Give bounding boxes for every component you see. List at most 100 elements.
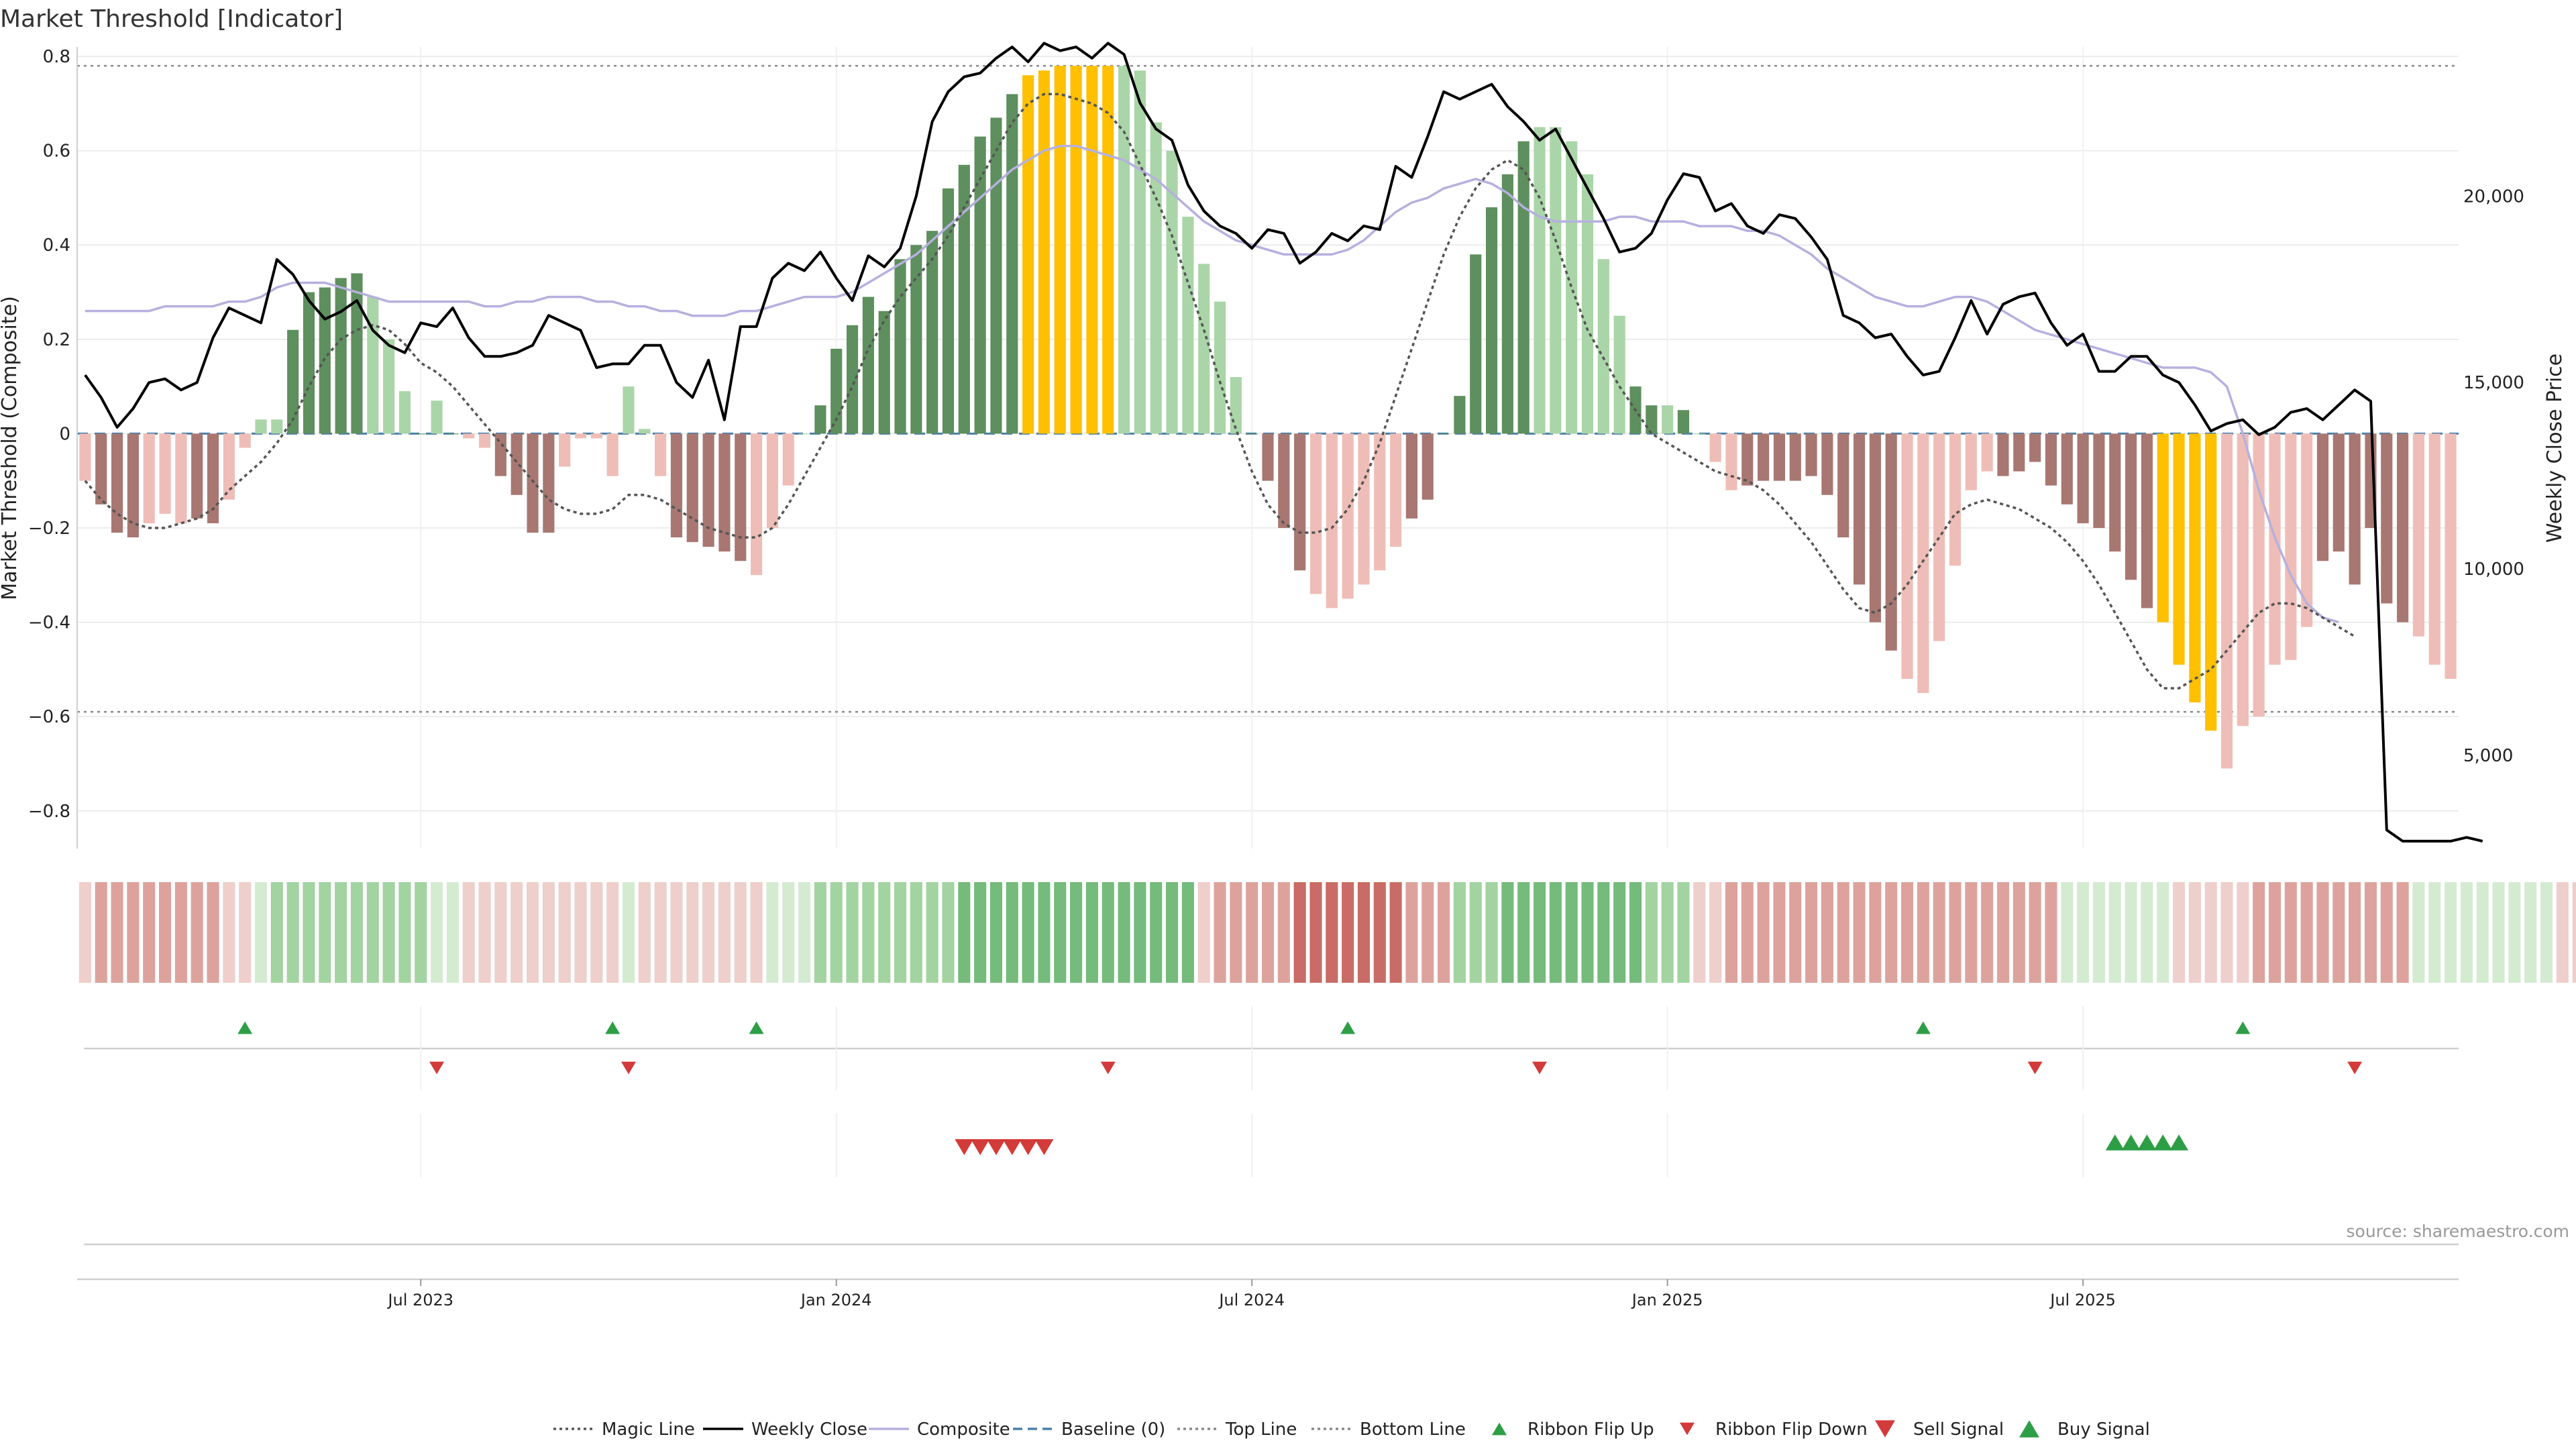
- legend-label: Top Line: [1225, 1419, 1297, 1440]
- composite-bar: [1789, 433, 1801, 481]
- composite-bar: [1246, 433, 1258, 435]
- ribbon-cell: [558, 882, 571, 983]
- ribbon-cell: [223, 882, 235, 983]
- composite-bar: [351, 273, 363, 434]
- legend-symbol: [1680, 1422, 1695, 1436]
- composite-bar: [2077, 433, 2089, 523]
- ribbon-cell: [2412, 882, 2425, 983]
- composite-bar: [1006, 94, 1018, 434]
- y-tick-label: 0.6: [43, 142, 70, 162]
- composite-bar: [1086, 66, 1098, 434]
- ribbon-cell: [654, 882, 667, 983]
- composite-bar: [1949, 433, 1962, 566]
- composite-bar: [1981, 433, 1993, 472]
- composite-bar: [1070, 66, 1082, 434]
- legend-label: Baseline (0): [1061, 1419, 1165, 1440]
- composite-bar: [2157, 433, 2169, 623]
- composite-bar: [1342, 433, 1354, 599]
- composite-bar: [702, 433, 714, 547]
- legend-label: Buy Signal: [2057, 1419, 2150, 1440]
- ribbon-cell: [303, 882, 315, 983]
- ribbon-cell: [1214, 882, 1226, 983]
- composite-bar: [1646, 405, 1658, 434]
- composite-bar: [1677, 410, 1690, 434]
- ribbon-cell: [910, 882, 922, 983]
- ribbon-cell: [2125, 882, 2137, 983]
- ribbon-cell: [1421, 882, 1434, 983]
- ribbon-cell: [478, 882, 491, 983]
- ribbon-cell: [1373, 882, 1386, 983]
- buy-signal-marker: [2169, 1134, 2189, 1150]
- composite-bar: [303, 292, 315, 434]
- ribbon-cell: [2157, 882, 2169, 983]
- signal-panel: [84, 1114, 2459, 1246]
- composite-bar: [1358, 433, 1370, 585]
- ribbon-cell: [1789, 882, 1802, 983]
- composite-bar: [463, 433, 475, 439]
- composite-bar: [2412, 433, 2425, 637]
- composite-bar: [655, 433, 667, 476]
- ribbon-flip-panel: [84, 1006, 2459, 1090]
- ribbon-cell: [750, 882, 763, 983]
- ribbon-flip-down-marker: [2347, 1061, 2363, 1075]
- composite-bar: [1022, 75, 1034, 434]
- ribbon-cell: [462, 882, 475, 983]
- ribbon-cell: [1277, 882, 1290, 983]
- composite-bar: [175, 433, 187, 523]
- y-tick-label: −0.4: [28, 613, 70, 633]
- legend-label: Ribbon Flip Down: [1715, 1419, 1868, 1440]
- composite-bar: [1309, 433, 1322, 594]
- ribbon-cell: [2141, 882, 2153, 983]
- composite-bar: [926, 231, 938, 434]
- ribbon-cell: [766, 882, 779, 983]
- composite-bar: [1709, 433, 1721, 462]
- ribbon-cell: [1757, 882, 1770, 983]
- composite-bar: [590, 433, 602, 439]
- x-axis: Jul 2023 Jan 2024 Jul 2024 Jan 2025 Jul 2025: [77, 1278, 2459, 1309]
- ribbon-cell: [1853, 882, 1866, 983]
- composite-bar: [223, 433, 235, 500]
- composite-bar: [606, 433, 619, 476]
- composite-bar: [1102, 66, 1114, 434]
- ribbon-cell: [1869, 882, 1882, 983]
- composite-bar: [191, 433, 203, 519]
- composite-bar: [79, 433, 91, 481]
- ribbon-cell: [1677, 882, 1690, 983]
- ribbon-cell: [111, 882, 123, 983]
- composite-bar: [2428, 433, 2440, 665]
- ribbon-cell: [1342, 882, 1354, 983]
- composite-bars: [79, 66, 2457, 769]
- ribbon-cell: [1485, 882, 1498, 983]
- composite-bar: [239, 433, 251, 448]
- composite-bar: [1230, 377, 1242, 434]
- y-tick-label: −0.6: [28, 707, 70, 727]
- ribbon-flip-up-marker: [2235, 1021, 2251, 1034]
- ribbon-cell: [270, 882, 283, 983]
- composite-bar: [159, 433, 171, 514]
- legend-label: Ribbon Flip Up: [1527, 1419, 1654, 1440]
- composite-bar: [1134, 70, 1146, 434]
- composite-bar: [127, 433, 139, 538]
- composite-bar: [447, 433, 459, 435]
- composite-bar: [1613, 315, 1625, 434]
- ribbon-cell: [1134, 882, 1146, 983]
- ribbon-cell: [1261, 882, 1275, 983]
- ribbon-cell: [2220, 882, 2233, 983]
- ribbon-cell: [1118, 882, 1130, 983]
- composite-bar: [2349, 433, 2361, 585]
- ribbon-cell: [2460, 882, 2473, 983]
- composite-bar: [2301, 433, 2313, 627]
- ribbon-cell: [319, 882, 331, 983]
- composite-bar: [1118, 66, 1130, 434]
- ribbon-cell: [1661, 882, 1674, 983]
- composite-bar: [1198, 264, 1210, 434]
- ribbon-cell: [526, 882, 539, 983]
- ribbon-cell: [2092, 882, 2105, 983]
- composite-bar: [1038, 70, 1051, 434]
- composite-bar: [1214, 301, 1226, 434]
- composite-bar: [574, 433, 587, 439]
- composite-bar: [1326, 433, 1338, 608]
- ribbon-cell: [574, 882, 587, 983]
- composite-bar: [2253, 433, 2265, 717]
- ribbon-cell: [366, 882, 379, 983]
